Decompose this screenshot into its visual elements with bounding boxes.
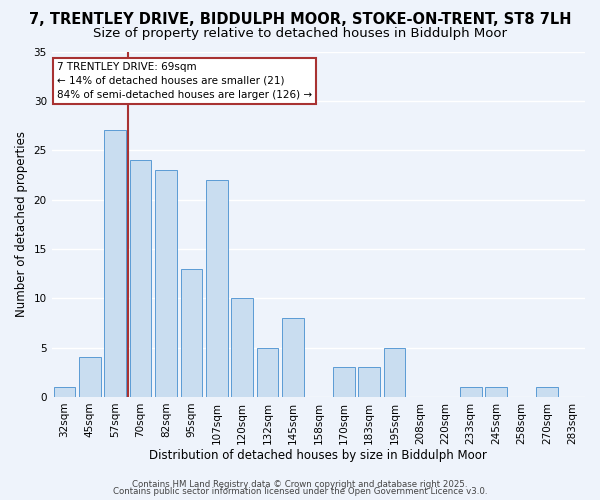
Text: 7 TRENTLEY DRIVE: 69sqm
← 14% of detached houses are smaller (21)
84% of semi-de: 7 TRENTLEY DRIVE: 69sqm ← 14% of detache… [57,62,312,100]
Bar [358,368,380,397]
Bar [104,130,126,397]
Bar [181,268,202,397]
Bar [206,180,227,397]
Text: Contains HM Land Registry data © Crown copyright and database right 2025.: Contains HM Land Registry data © Crown c… [132,480,468,489]
Bar [384,348,406,397]
Bar [79,358,101,397]
Text: Contains public sector information licensed under the Open Government Licence v3: Contains public sector information licen… [113,487,487,496]
Y-axis label: Number of detached properties: Number of detached properties [15,131,28,317]
Bar [333,368,355,397]
Bar [257,348,278,397]
Text: 7, TRENTLEY DRIVE, BIDDULPH MOOR, STOKE-ON-TRENT, ST8 7LH: 7, TRENTLEY DRIVE, BIDDULPH MOOR, STOKE-… [29,12,571,28]
Bar [485,387,507,397]
Text: Size of property relative to detached houses in Biddulph Moor: Size of property relative to detached ho… [93,28,507,40]
X-axis label: Distribution of detached houses by size in Biddulph Moor: Distribution of detached houses by size … [149,450,487,462]
Bar [53,387,75,397]
Bar [155,170,177,397]
Bar [460,387,482,397]
Bar [130,160,151,397]
Bar [282,318,304,397]
Bar [536,387,557,397]
Bar [232,298,253,397]
